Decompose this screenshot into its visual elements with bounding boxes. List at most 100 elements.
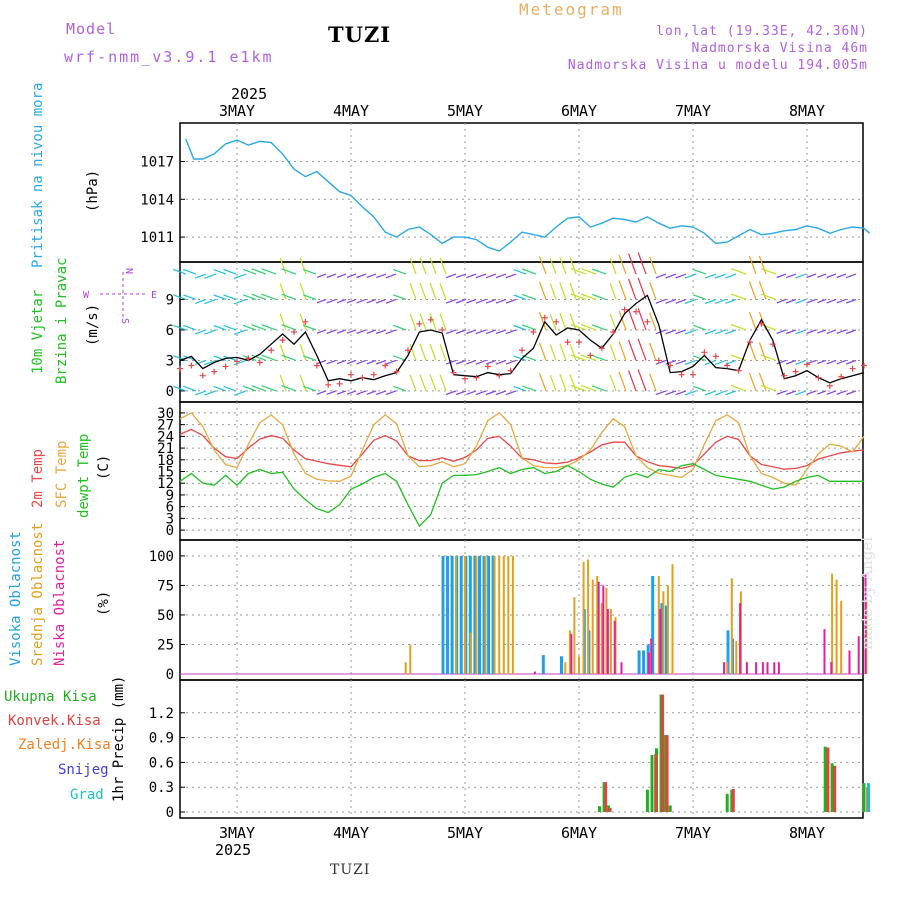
- bottom-day-label: 4MAY: [333, 824, 369, 842]
- bottom-day-label: 5MAY: [447, 824, 483, 842]
- cloud-mid-bar: [591, 579, 594, 674]
- precip-conv-bar: [661, 694, 665, 812]
- precip-conv-bar: [665, 735, 669, 812]
- wind-barb: [845, 390, 857, 396]
- wind-barb: [173, 324, 187, 331]
- temp-ylabel-2m: 2m Temp: [30, 449, 46, 508]
- wind-barb: [665, 298, 677, 304]
- wind-gust-marker: [564, 339, 571, 346]
- wind-barb: [675, 273, 687, 279]
- wind-barb: [559, 282, 567, 300]
- wind-barb: [826, 390, 837, 395]
- wind-ytick-label: 3: [166, 353, 174, 369]
- wind-barb: [776, 390, 787, 395]
- wind-barb: [845, 359, 857, 365]
- wind-barb: [806, 390, 817, 395]
- cloud-high-bar: [664, 605, 668, 674]
- wind-barb: [429, 343, 437, 361]
- wind-barb: [439, 283, 447, 300]
- precip-total-bar: [598, 806, 601, 812]
- wind-barb: [748, 372, 757, 392]
- wind-barb: [675, 329, 687, 335]
- wind-barb: [549, 283, 557, 300]
- wind-gust-marker: [747, 339, 753, 346]
- wind-barb: [326, 298, 337, 304]
- cloud-low-bar: [659, 609, 662, 674]
- wind-barb: [609, 344, 617, 361]
- wind-barb: [776, 359, 787, 365]
- wind-gust-marker: [325, 381, 332, 388]
- wind-barb: [748, 342, 757, 361]
- wind-barb: [826, 359, 837, 365]
- wind-barb: [684, 298, 697, 305]
- wind-barb: [409, 257, 417, 275]
- wind-barb: [204, 359, 217, 366]
- wind-barb: [392, 385, 407, 392]
- wind-barb: [419, 313, 427, 331]
- temperature-ytick-label: 21: [157, 441, 174, 457]
- wind-gust-marker: [496, 372, 503, 379]
- wind-barb: [173, 268, 187, 275]
- wind-gust-marker: [541, 314, 548, 321]
- wind-barb: [475, 298, 487, 304]
- wind-barb: [366, 329, 377, 334]
- cloud-ylabel-mid: Srednja Oblacnost: [30, 523, 46, 666]
- wind-barb: [326, 390, 337, 395]
- wind-gust-marker: [450, 369, 457, 376]
- cloud-high-bar: [482, 555, 486, 674]
- wind-barb: [445, 359, 457, 365]
- wind-barb: [223, 324, 237, 331]
- wind-barb: [316, 298, 327, 304]
- wind-barb: [429, 374, 437, 392]
- cloud-high-bar: [637, 650, 641, 674]
- wind-barb: [665, 390, 677, 396]
- wind-barb: [261, 385, 277, 392]
- wind-barb: [580, 323, 597, 331]
- wind-barb: [826, 298, 837, 304]
- wind-barb: [475, 390, 487, 396]
- wind-barb: [836, 329, 847, 334]
- pressure-ytick-label: 1017: [140, 155, 174, 171]
- wind-barb: [173, 385, 187, 392]
- wind-barb: [637, 252, 647, 275]
- elevation-label: Nadmorska Visina 46m: [691, 41, 868, 56]
- cloud-low-bar: [602, 585, 605, 674]
- cloud-mid-bar: [475, 555, 478, 674]
- cloud-low-bar: [606, 609, 609, 674]
- wind-barb: [316, 390, 327, 395]
- cloud-ytick-label: 25: [157, 637, 174, 653]
- wind-barb: [704, 273, 717, 279]
- wind-barb: [409, 343, 417, 361]
- wind-barb: [346, 390, 357, 395]
- wind-gust-marker: [439, 326, 446, 333]
- wind-barb: [730, 384, 747, 392]
- wind-barb: [455, 329, 467, 335]
- compass-south: S: [119, 318, 130, 324]
- wind-gust-marker: [633, 308, 639, 315]
- wind-ylabel-1: 10m Vjetar: [30, 290, 46, 374]
- wind-barb: [281, 354, 297, 362]
- cloud-low-bar: [755, 662, 758, 674]
- wind-gust-marker: [667, 362, 674, 369]
- wind-barb: [495, 298, 507, 304]
- wind-gust-marker: [222, 363, 229, 370]
- wind-gust-marker: [405, 347, 411, 354]
- top-day-label: 5MAY: [447, 102, 483, 120]
- station-title: TUZI: [328, 22, 392, 47]
- wind-barb: [385, 273, 397, 279]
- wind-barb: [279, 344, 287, 361]
- wind-barb: [385, 390, 397, 396]
- wind-barb: [748, 311, 757, 331]
- wind-barb: [513, 385, 527, 392]
- wind-barb: [776, 329, 787, 334]
- wind-barb: [760, 268, 777, 275]
- wind-barb: [183, 385, 197, 392]
- cloud-low-bar: [761, 662, 764, 674]
- wind-gust-marker: [587, 352, 594, 359]
- wind-barb: [806, 329, 817, 334]
- wind-barb: [242, 294, 257, 301]
- precip-legend-entry: Zaledj.Kisa: [18, 737, 111, 753]
- wind-gust-marker: [621, 306, 628, 313]
- wind-barb: [785, 273, 797, 279]
- wind-barb: [485, 298, 497, 304]
